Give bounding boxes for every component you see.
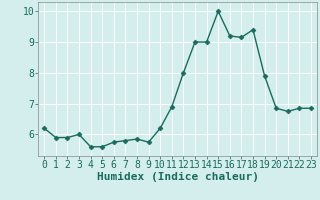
X-axis label: Humidex (Indice chaleur): Humidex (Indice chaleur) [97, 172, 259, 182]
